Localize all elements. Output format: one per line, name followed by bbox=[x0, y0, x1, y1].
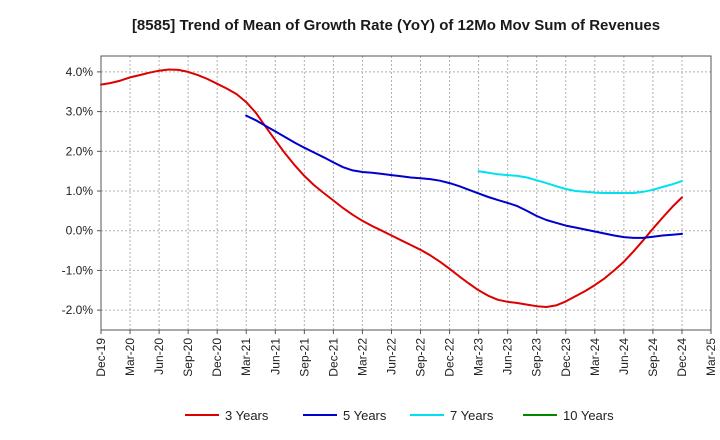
x-tick-label: Sep-20 bbox=[181, 338, 195, 377]
y-tick-label: 1.0% bbox=[66, 184, 94, 198]
legend-item-7-years: 7 Years bbox=[410, 408, 494, 423]
x-tick-label: Jun-24 bbox=[617, 338, 631, 375]
x-tick-label: Dec-22 bbox=[443, 338, 457, 377]
x-tick-label: Jun-22 bbox=[384, 338, 398, 375]
x-tick-label: Sep-24 bbox=[646, 338, 660, 377]
legend-label: 7 Years bbox=[450, 408, 494, 423]
legend-item-10-years: 10 Years bbox=[523, 408, 614, 423]
x-tick-label: Sep-21 bbox=[297, 338, 311, 377]
y-axis-ticks: -2.0% -1.0% 0.0% 1.0% 2.0% 3.0% 4.0% bbox=[62, 65, 101, 317]
y-tick-label: -2.0% bbox=[62, 303, 94, 317]
series-line-5-years bbox=[245, 114, 683, 239]
legend-item-5-years: 5 Years bbox=[303, 408, 387, 423]
legend: 3 Years 5 Years 7 Years 10 Years bbox=[185, 408, 614, 423]
x-tick-label: Sep-23 bbox=[530, 338, 544, 377]
chart-title: [8585] Trend of Mean of Growth Rate (YoY… bbox=[132, 17, 660, 34]
x-tick-label: Dec-19 bbox=[94, 338, 108, 377]
x-tick-label: Sep-22 bbox=[414, 338, 428, 377]
plot-frame bbox=[100, 55, 712, 331]
x-tick-label: Dec-20 bbox=[210, 338, 224, 377]
y-tick-label: -1.0% bbox=[62, 263, 94, 277]
x-tick-label: Mar-22 bbox=[355, 338, 369, 376]
x-tick-label: Jun-21 bbox=[268, 338, 282, 375]
y-tick-label: 3.0% bbox=[66, 105, 94, 119]
grid-lines bbox=[101, 56, 711, 330]
x-tick-label: Mar-24 bbox=[588, 338, 602, 376]
series-line-3-years bbox=[100, 68, 683, 308]
x-tick-label: Jun-20 bbox=[152, 338, 166, 375]
legend-label: 10 Years bbox=[563, 408, 614, 423]
x-tick-label: Dec-24 bbox=[675, 338, 689, 377]
x-tick-label: Mar-21 bbox=[239, 338, 253, 376]
x-tick-label: Dec-23 bbox=[559, 338, 573, 377]
x-tick-label: Mar-20 bbox=[123, 338, 137, 376]
x-tick-label: Mar-23 bbox=[472, 338, 486, 376]
x-tick-label: Dec-21 bbox=[326, 338, 340, 377]
legend-label: 3 Years bbox=[225, 408, 269, 423]
x-axis-ticks: Dec-19 Mar-20 Jun-20 Sep-20 Dec-20 Mar-21 Jun-… bbox=[94, 330, 718, 377]
x-tick-label: Jun-23 bbox=[501, 338, 515, 375]
y-tick-label: 2.0% bbox=[66, 144, 94, 158]
legend-label: 5 Years bbox=[343, 408, 387, 423]
x-tick-label: Mar-25 bbox=[704, 338, 718, 376]
series-line-7-years bbox=[477, 170, 683, 194]
y-tick-label: 0.0% bbox=[66, 224, 94, 238]
y-tick-label: 4.0% bbox=[66, 65, 94, 79]
legend-item-3-years: 3 Years bbox=[185, 408, 269, 423]
series-lines bbox=[100, 68, 683, 308]
